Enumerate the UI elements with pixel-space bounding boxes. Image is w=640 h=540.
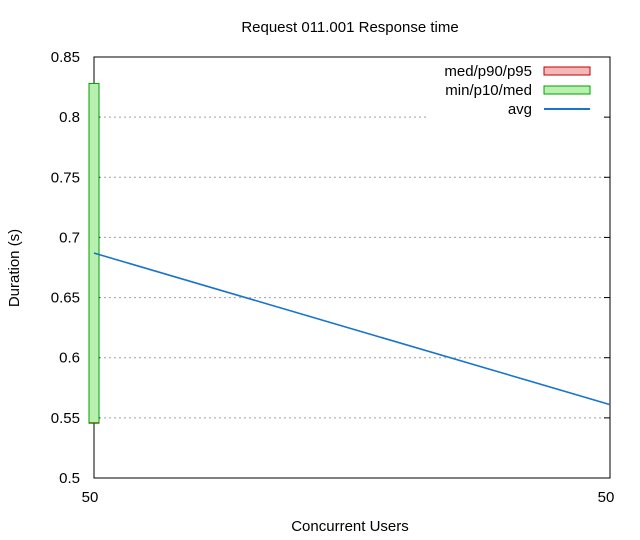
- y-tick-label: 0.8: [59, 109, 80, 126]
- plot-area-frame: [93, 56, 611, 479]
- legend-item-min-p10-med: min/p10/med: [445, 82, 591, 99]
- chart-title: Request 011.001 Response time: [241, 19, 458, 36]
- legend-swatch: [543, 66, 591, 76]
- x-tick-label-right: 50: [598, 489, 615, 506]
- legend-label: min/p10/med: [445, 82, 532, 99]
- x-axis-label: Concurrent Users: [291, 518, 409, 535]
- y-tick-label: 0.6: [59, 350, 80, 367]
- legend-swatch: [543, 85, 591, 95]
- y-tick-label: 0.55: [51, 410, 80, 427]
- legend-label: med/p90/p95: [444, 63, 532, 80]
- legend-item-med-p90-p95: med/p90/p95: [444, 63, 591, 80]
- y-tick-label: 0.65: [51, 290, 80, 307]
- gridlines: [94, 116, 610, 419]
- y-tick-label: 0.7: [59, 229, 80, 246]
- y-axis-label: Duration (s): [6, 229, 23, 307]
- y-tick-label: 0.85: [51, 49, 80, 66]
- avg-line: [93, 252, 611, 406]
- legend-label: avg: [508, 101, 532, 118]
- legend-item-avg: avg: [508, 101, 590, 118]
- legend: med/p90/p95 min/p10/med avg: [428, 60, 604, 118]
- y-tick-label: 0.5: [59, 470, 80, 487]
- x-tick-label-left: 50: [82, 489, 99, 506]
- y-tick-label: 0.75: [51, 169, 80, 186]
- line-marks: [93, 252, 611, 406]
